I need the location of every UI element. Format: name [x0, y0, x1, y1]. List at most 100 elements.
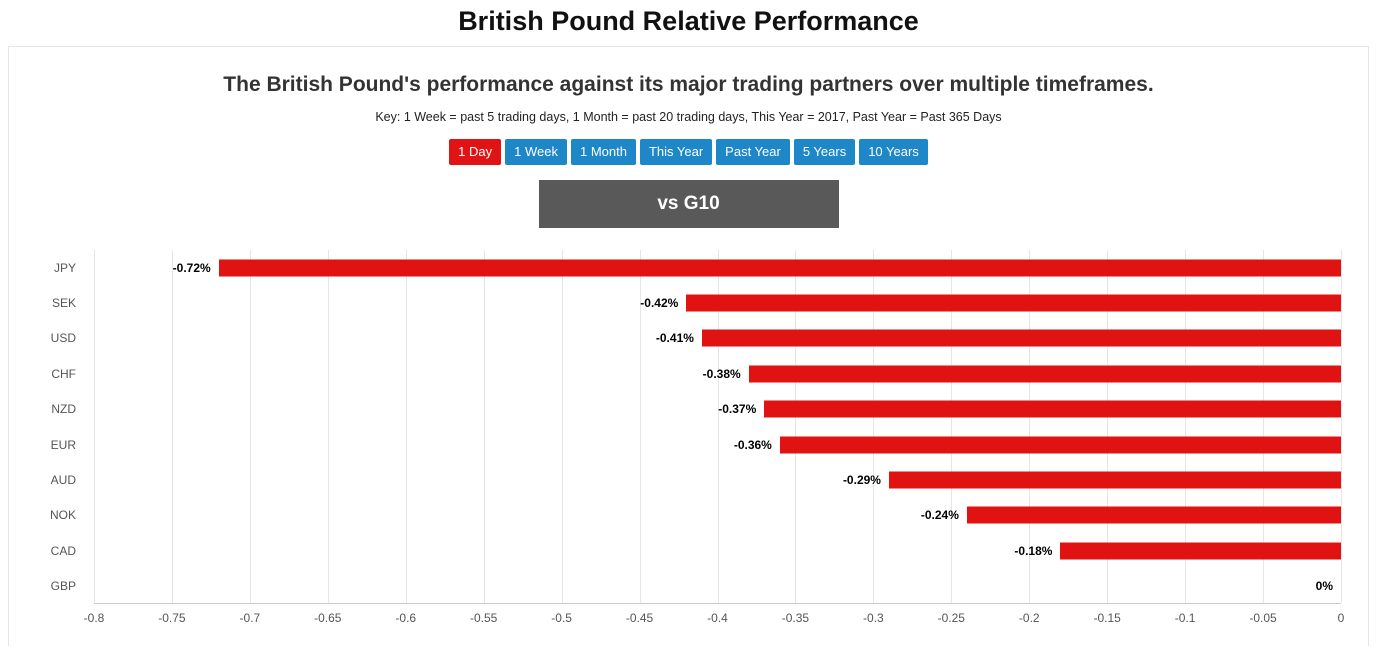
row-plot-area: -0.38%	[94, 356, 1341, 391]
value-label: 0%	[1315, 579, 1333, 594]
gridline	[951, 250, 953, 603]
x-axis-tick-label: -0.35	[781, 611, 810, 625]
chart-row-aud: AUD -0.29%	[44, 462, 1341, 497]
gridline	[1029, 250, 1031, 603]
chart-row-gbp: GBP 0%	[44, 569, 1341, 604]
chart-subtitle: The British Pound's performance against …	[223, 73, 1154, 96]
row-plot-area: -0.24%	[94, 498, 1341, 533]
chart-row-eur: EUR -0.36%	[44, 427, 1341, 462]
chart-row-jpy: JPY -0.72%	[44, 250, 1341, 285]
category-label: AUD	[50, 473, 76, 488]
x-axis-tick-label: -0.45	[625, 611, 654, 625]
value-label: -0.38%	[702, 366, 741, 381]
bar-nzd	[764, 400, 1341, 418]
bar-nok	[966, 506, 1341, 524]
value-label: -0.36%	[733, 437, 772, 452]
row-plot-area: 0%	[94, 569, 1341, 604]
x-axis-tick-label: -0.25	[937, 611, 965, 625]
bar-chf	[748, 365, 1341, 383]
value-label: -0.37%	[718, 402, 757, 417]
category-label: CAD	[50, 543, 76, 558]
category-label: NOK	[49, 508, 76, 523]
x-axis-tick-label: -0.2	[1018, 611, 1040, 625]
x-axis-tick-label: -0.6	[395, 611, 417, 625]
category-label: SEK	[51, 296, 76, 311]
x-axis-tick-label: -0.5	[551, 611, 572, 625]
x-axis-tick-label: -0.4	[707, 611, 728, 625]
x-axis-tick-label: -0.1	[1174, 611, 1196, 625]
timeframe-button-10-years[interactable]: 10 Years	[859, 139, 928, 165]
bar-cad	[1060, 542, 1341, 560]
x-axis-tick-label: -0.8	[83, 611, 105, 625]
x-axis-tick-label: 0	[1337, 611, 1345, 625]
gridline	[1341, 250, 1342, 603]
bar-eur	[779, 436, 1341, 454]
chart-rows: JPY -0.72% SEK -0.42% USD -0.41% CHF -0.38% NZD -…	[44, 250, 1341, 604]
gridline	[639, 250, 641, 603]
gridline	[249, 250, 251, 603]
timeframe-button-past-year[interactable]: Past Year	[716, 139, 790, 165]
gridline	[1107, 250, 1109, 603]
row-plot-area: -0.72%	[94, 250, 1341, 285]
gridline	[483, 250, 485, 603]
chart-row-cad: CAD -0.18%	[44, 533, 1341, 568]
value-label: -0.24%	[920, 508, 959, 523]
chart-row-chf: CHF -0.38%	[44, 356, 1341, 391]
x-axis-tick-label: -0.55	[470, 611, 498, 625]
page-title: British Pound Relative Performance	[458, 6, 919, 36]
relative-performance-chart: JPY -0.72% SEK -0.42% USD -0.41% CHF -0.38% NZD -…	[44, 250, 1345, 637]
gridline	[717, 250, 719, 603]
key-note: Key: 1 Week = past 5 trading days, 1 Mon…	[375, 110, 1002, 124]
chart-row-sek: SEK -0.42%	[44, 285, 1341, 320]
value-label: -0.29%	[842, 473, 881, 488]
category-label: USD	[50, 331, 76, 346]
value-label: -0.41%	[655, 331, 694, 346]
chart-row-usd: USD -0.41%	[44, 321, 1341, 356]
gridline	[327, 250, 329, 603]
category-label: EUR	[50, 437, 76, 452]
gridline	[171, 250, 173, 603]
value-label: -0.42%	[640, 296, 679, 311]
x-axis-tick-label: -0.15	[1093, 611, 1121, 625]
bar-usd	[701, 329, 1341, 347]
category-label: CHF	[51, 366, 76, 381]
gridline	[561, 250, 563, 603]
gridline	[94, 250, 95, 603]
gridline	[795, 250, 797, 603]
row-plot-area: -0.42%	[94, 285, 1341, 320]
bar-jpy	[218, 259, 1341, 277]
x-axis-tick-label: -0.05	[1249, 611, 1277, 625]
gridline	[405, 250, 407, 603]
x-axis-tick-label: -0.3	[863, 611, 884, 625]
value-label: -0.72%	[172, 260, 211, 275]
gridline	[1185, 250, 1187, 603]
row-plot-area: -0.29%	[94, 462, 1341, 497]
chart-row-nok: NOK -0.24%	[44, 498, 1341, 533]
chart-grid	[94, 250, 1342, 604]
bar-aud	[888, 471, 1341, 489]
x-axis-tick-label: -0.65	[314, 611, 342, 625]
row-plot-area: -0.37%	[94, 392, 1341, 427]
x-axis-tick-label: -0.7	[239, 611, 261, 625]
timeframe-button-row: 1 Day 1 Week 1 Month This Year Past Year 5 Ye…	[9, 139, 1368, 165]
category-label: NZD	[51, 402, 76, 417]
row-plot-area: -0.18%	[94, 533, 1341, 568]
timeframe-button-5-years[interactable]: 5 Years	[793, 139, 856, 165]
row-plot-area: -0.36%	[94, 427, 1341, 462]
timeframe-button-1-week[interactable]: 1 Week	[505, 139, 567, 165]
bar-sek	[686, 294, 1341, 312]
x-axis: -0.8 -0.75 -0.7 -0.65 -0.6 -0.55 -0.5 -0.45 -0.4…	[84, 611, 1345, 637]
timeframe-button-1-day[interactable]: 1 Day	[449, 139, 502, 165]
value-label: -0.18%	[1014, 543, 1053, 558]
row-plot-area: -0.41%	[94, 321, 1341, 356]
timeframe-button-1-month[interactable]: 1 Month	[570, 139, 636, 165]
x-axis-tick-label: -0.75	[158, 611, 186, 625]
gridline	[1263, 250, 1265, 603]
timeframe-button-this-year[interactable]: This Year	[639, 139, 713, 165]
chart-row-nzd: NZD -0.37%	[44, 392, 1341, 427]
gridline	[873, 250, 875, 603]
content-panel: The British Pound's performance against …	[8, 46, 1369, 646]
category-label: GBP	[50, 579, 76, 594]
category-label: JPY	[53, 260, 76, 275]
comparison-banner: vs G10	[538, 180, 839, 228]
